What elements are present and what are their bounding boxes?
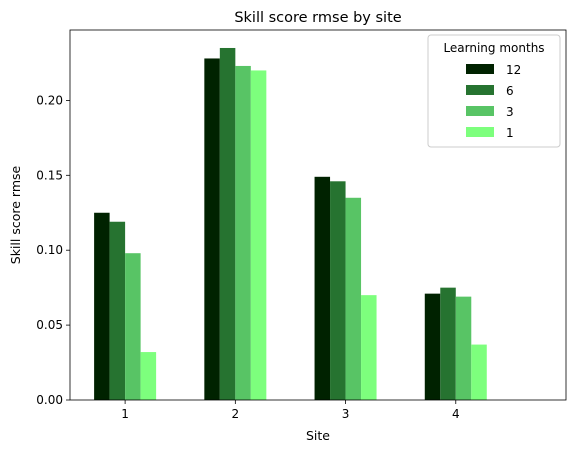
chart-title: Skill score rmse by site	[234, 10, 401, 26]
bar-site-1-months-12	[94, 213, 110, 400]
legend-label-3: 3	[506, 105, 514, 119]
legend-swatch-12	[466, 64, 494, 74]
bar-site-1-months-1	[141, 352, 157, 400]
x-tick-label: 3	[342, 407, 350, 421]
bar-site-4-months-1	[471, 345, 487, 400]
legend: Learning months 12 6 3 1	[428, 35, 560, 147]
legend-swatch-1	[466, 127, 494, 137]
legend-label-12: 12	[506, 63, 521, 77]
bar-site-1-months-6	[110, 222, 126, 400]
x-axis-label: Site	[306, 428, 330, 443]
bar-site-3-months-1	[361, 295, 377, 400]
x-axis-ticks: 1 2 3 4	[121, 400, 459, 421]
bar-site-1-months-3	[125, 253, 141, 400]
legend-swatch-6	[466, 85, 494, 95]
bar-site-3-months-6	[330, 181, 346, 400]
y-tick-label: 0.15	[36, 168, 63, 182]
y-tick-label: 0.00	[36, 393, 63, 407]
y-tick-label: 0.20	[36, 93, 63, 107]
bar-site-3-months-12	[315, 177, 331, 400]
legend-swatch-3	[466, 106, 494, 116]
bar-site-2-months-3	[235, 66, 251, 400]
x-tick-label: 4	[452, 407, 460, 421]
x-tick-label: 1	[121, 407, 129, 421]
legend-label-1: 1	[506, 126, 514, 140]
legend-label-6: 6	[506, 84, 514, 98]
bar-site-3-months-3	[346, 198, 362, 400]
bar-site-2-months-12	[204, 58, 220, 400]
bar-site-4-months-6	[440, 288, 456, 400]
y-axis-ticks: 0.00 0.05 0.10 0.15 0.20	[36, 93, 70, 407]
y-axis-label: Skill score rmse	[8, 165, 23, 264]
bar-site-4-months-3	[456, 297, 472, 400]
x-tick-label: 2	[232, 407, 240, 421]
y-tick-label: 0.05	[36, 318, 63, 332]
bar-site-2-months-6	[220, 48, 236, 400]
legend-title: Learning months	[443, 41, 544, 55]
bar-site-2-months-1	[251, 70, 266, 400]
bar-site-4-months-12	[425, 294, 441, 400]
y-tick-label: 0.10	[36, 243, 63, 257]
